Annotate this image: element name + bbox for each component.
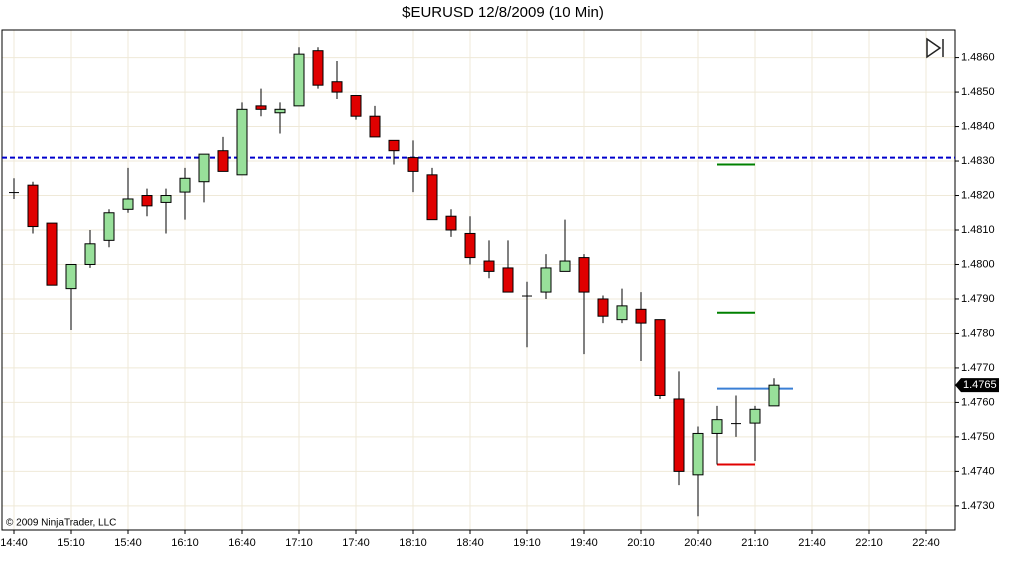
candle-body xyxy=(711,419,723,434)
y-tick-label: 1.4770 xyxy=(961,362,995,374)
candle-body xyxy=(692,432,704,476)
candle-body xyxy=(179,177,191,193)
last-price-label: 1.4765 xyxy=(963,379,997,391)
copyright: © 2009 NinjaTrader, LLC xyxy=(6,518,116,529)
candle-body xyxy=(312,50,324,86)
candle-body xyxy=(236,108,248,176)
candle-body xyxy=(103,212,115,241)
candle-body xyxy=(160,195,172,203)
last-price-marker xyxy=(955,378,999,393)
x-tick-label: 19:40 xyxy=(570,537,598,549)
x-tick-label: 17:10 xyxy=(285,537,313,549)
candle-body xyxy=(255,105,267,110)
x-tick-label: 22:40 xyxy=(912,537,940,549)
candle-body xyxy=(464,232,476,259)
candle-body xyxy=(654,319,666,397)
y-tick-label: 1.4760 xyxy=(961,396,995,408)
candle-body xyxy=(522,295,532,297)
candle-body xyxy=(27,184,39,228)
plot-frame xyxy=(1,29,956,531)
candle-body xyxy=(597,298,609,317)
y-tick-label: 1.4730 xyxy=(961,500,995,512)
x-tick-label: 21:40 xyxy=(798,537,826,549)
candle-body xyxy=(731,423,741,425)
x-tick-label: 15:40 xyxy=(114,537,142,549)
y-tick-label: 1.4790 xyxy=(961,293,995,305)
y-tick-label: 1.4820 xyxy=(961,189,995,201)
candle-body xyxy=(198,153,210,183)
grid xyxy=(2,30,955,530)
candle-body xyxy=(274,108,286,114)
candle-body xyxy=(559,260,571,272)
x-tick-label: 18:10 xyxy=(399,537,427,549)
x-tick-label: 20:10 xyxy=(627,537,655,549)
candle-body xyxy=(293,53,305,107)
candle-body xyxy=(635,308,647,324)
candle-body xyxy=(483,260,495,272)
y-tick-label: 1.4810 xyxy=(961,224,995,236)
candle-body xyxy=(217,150,229,172)
candle-body xyxy=(369,115,381,138)
candle-body xyxy=(768,384,780,407)
y-tick-label: 1.4780 xyxy=(961,327,995,339)
x-tick-label: 14:40 xyxy=(0,537,28,549)
y-tick-label: 1.4750 xyxy=(961,431,995,443)
candle-body xyxy=(9,192,19,194)
candle-body xyxy=(141,195,153,207)
candle-body xyxy=(122,198,134,210)
candle-body xyxy=(65,263,77,290)
candle-body xyxy=(426,174,438,221)
x-tick-label: 17:40 xyxy=(342,537,370,549)
x-tick-label: 16:10 xyxy=(171,537,199,549)
candle-body xyxy=(84,243,96,265)
candle-body xyxy=(407,157,419,172)
x-tick-label: 18:40 xyxy=(456,537,484,549)
x-tick-label: 22:10 xyxy=(855,537,883,549)
play-icon[interactable] xyxy=(926,37,944,59)
y-tick-label: 1.4800 xyxy=(961,258,995,270)
candle-body xyxy=(749,408,761,424)
candle-body xyxy=(540,267,552,293)
y-tick-label: 1.4830 xyxy=(961,155,995,167)
y-tick-label: 1.4860 xyxy=(961,51,995,63)
y-tick-label: 1.4850 xyxy=(961,86,995,98)
y-tick-label: 1.4840 xyxy=(961,120,995,132)
candle-body xyxy=(350,95,362,117)
x-tick-label: 16:40 xyxy=(228,537,256,549)
x-tick-label: 15:10 xyxy=(57,537,85,549)
candle-body xyxy=(46,222,58,286)
candle-body xyxy=(578,257,590,293)
chart-title: $EURUSD 12/8/2009 (10 Min) xyxy=(402,4,604,21)
candle-body xyxy=(331,81,343,93)
x-tick-label: 20:40 xyxy=(684,537,712,549)
x-tick-label: 19:10 xyxy=(513,537,541,549)
candle-body xyxy=(445,215,457,231)
candle-body xyxy=(502,267,514,293)
y-tick-label: 1.4740 xyxy=(961,465,995,477)
x-tick-label: 21:10 xyxy=(741,537,769,549)
candle-body xyxy=(673,398,685,472)
candle-body xyxy=(388,139,400,152)
candle-body xyxy=(616,305,628,321)
